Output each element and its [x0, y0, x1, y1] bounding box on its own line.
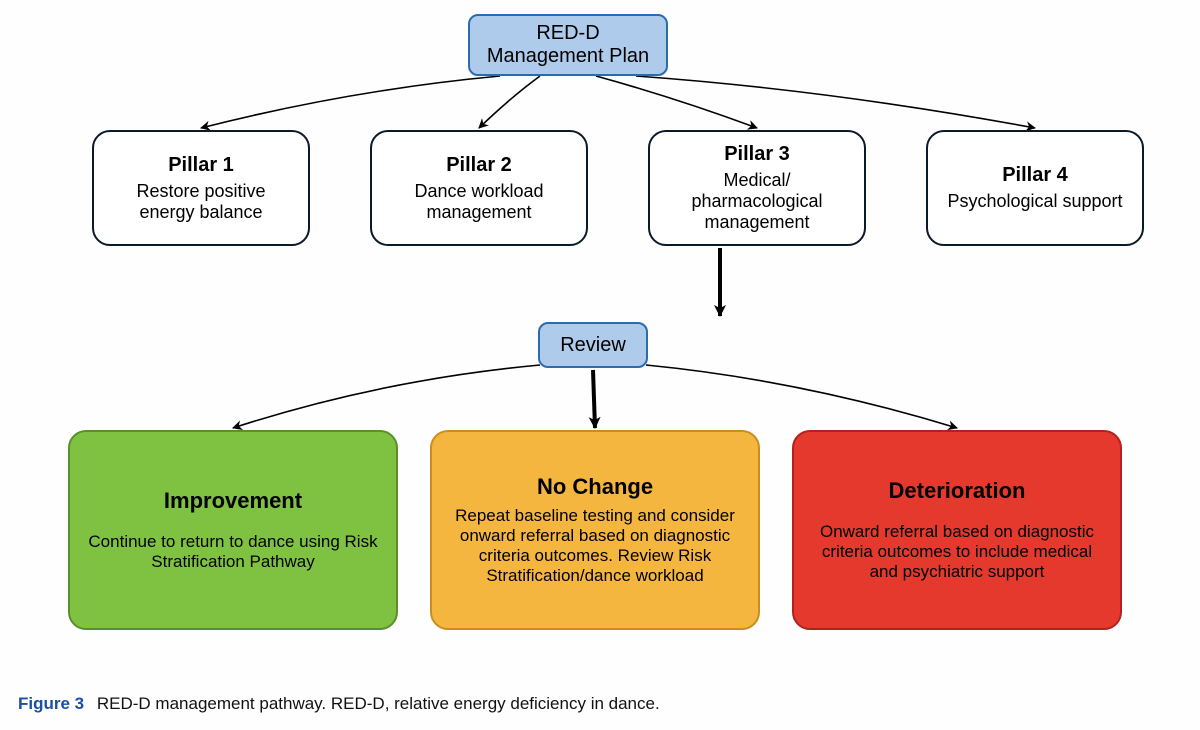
review-node: Review [538, 322, 648, 368]
pillar-3-body: Medical/ pharmacological management [664, 170, 850, 233]
improvement-title: Improvement [164, 488, 302, 514]
pillar-4-node: Pillar 4 Psychological support [926, 130, 1144, 246]
root-line2: Management Plan [487, 45, 649, 68]
figure-caption-text: RED-D management pathway. RED-D, relativ… [97, 694, 660, 713]
nochange-body: Repeat baseline testing and consider onw… [446, 506, 744, 586]
pillar-1-title: Pillar 1 [168, 154, 234, 177]
nochange-node: No Change Repeat baseline testing and co… [430, 430, 760, 630]
root-line1: RED-D [536, 22, 599, 45]
pillar-4-title: Pillar 4 [1002, 164, 1068, 187]
figure-caption: Figure 3 RED-D management pathway. RED-D… [18, 694, 660, 714]
deterioration-body: Onward referral based on diagnostic crit… [808, 522, 1106, 582]
pillar-4-body: Psychological support [947, 191, 1122, 212]
pillar-2-title: Pillar 2 [446, 154, 512, 177]
figure-label: Figure 3 [18, 694, 84, 713]
pillar-2-body: Dance workload management [386, 181, 572, 223]
root-node: RED-D Management Plan [468, 14, 668, 76]
pillar-2-node: Pillar 2 Dance workload management [370, 130, 588, 246]
improvement-node: Improvement Continue to return to dance … [68, 430, 398, 630]
deterioration-node: Deterioration Onward referral based on d… [792, 430, 1122, 630]
pillar-3-node: Pillar 3 Medical/ pharmacological manage… [648, 130, 866, 246]
pillar-1-body: Restore positive energy balance [108, 181, 294, 223]
deterioration-title: Deterioration [889, 478, 1026, 504]
nochange-title: No Change [537, 474, 653, 500]
review-label: Review [560, 334, 626, 357]
pillar-1-node: Pillar 1 Restore positive energy balance [92, 130, 310, 246]
pillar-3-title: Pillar 3 [724, 143, 790, 166]
improvement-body: Continue to return to dance using Risk S… [84, 532, 382, 572]
